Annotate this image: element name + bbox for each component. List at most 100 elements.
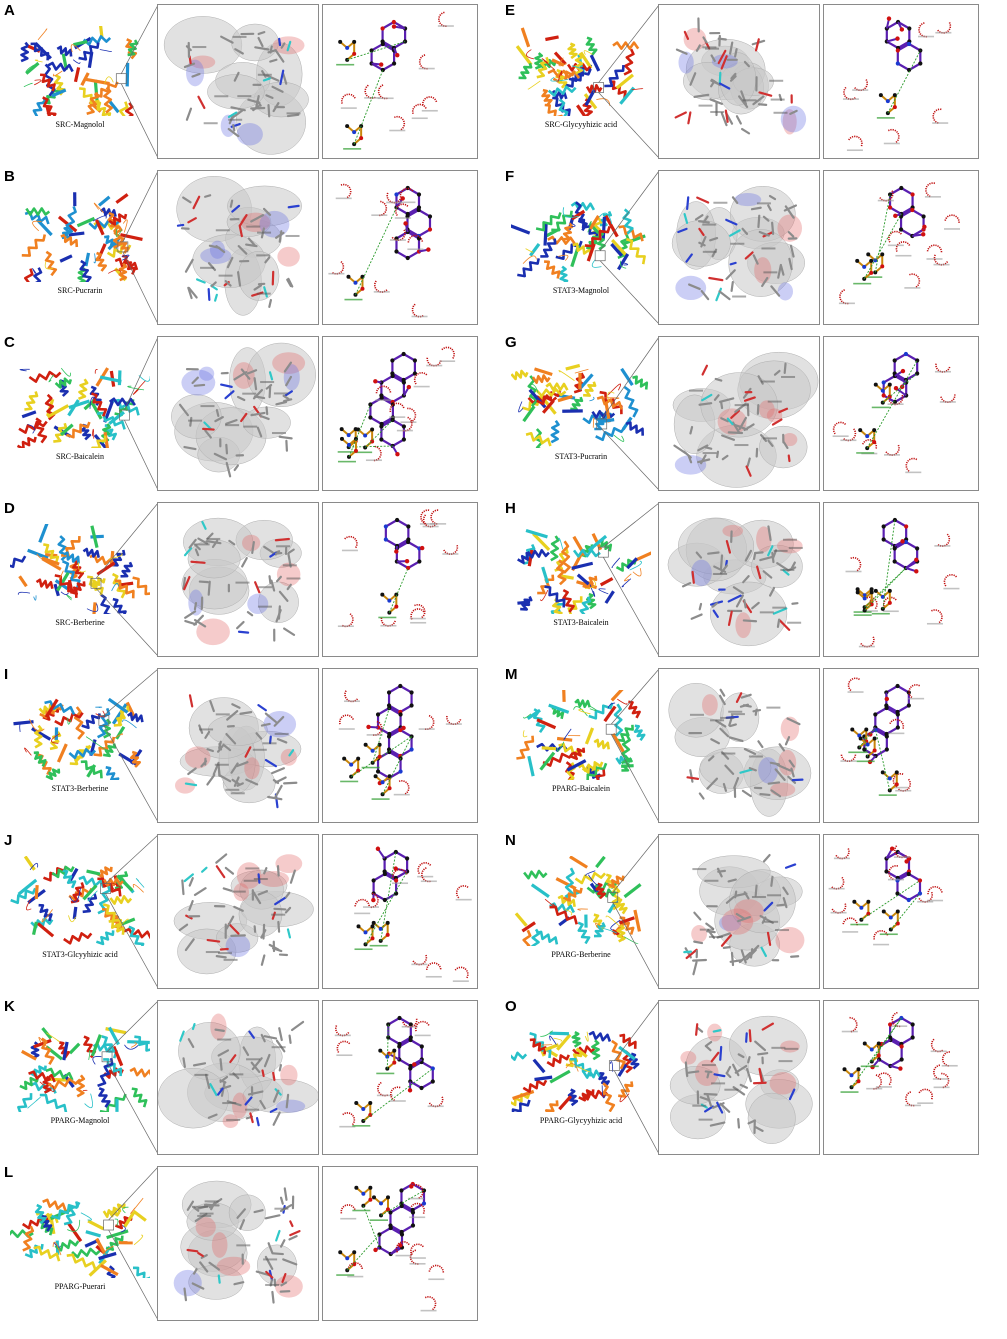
panel-letter: N [505, 832, 516, 849]
binding-pocket-surface [158, 1013, 318, 1129]
panel-letter: H [505, 500, 516, 517]
ligplot-diagram [337, 509, 459, 628]
panel-l: L PPARG-Puerari [0, 1164, 490, 1324]
panel-h: H STAT3-Baicalein [501, 500, 991, 660]
panel-letter: M [505, 666, 518, 683]
panel-k: K PPARG-Magnolol [0, 998, 490, 1158]
panel-n: N PPARG-Berberine [501, 832, 991, 992]
complex-caption: PPARG-Berberine [551, 950, 611, 959]
ligplot-diagram [845, 517, 960, 648]
complex-caption: SRC-Glycyyhizic acid [544, 120, 618, 129]
complex-caption: PPARG-Magnolol [50, 1116, 110, 1125]
binding-pocket-surface [163, 16, 309, 155]
protein-ribbon [17, 1026, 150, 1112]
complex-caption: SRC-Berberine [55, 618, 105, 627]
panel-f: F STAT3-Magnolol [501, 168, 991, 328]
panel-e: E SRC-Glycyyhizic acid [501, 2, 991, 162]
complex-caption: PPARG-Baicalein [552, 784, 610, 793]
binding-pocket-3d [157, 668, 319, 823]
panel-letter: E [505, 2, 516, 19]
binding-pocket-3d [157, 4, 319, 159]
interaction-diagram-2d [823, 4, 979, 159]
binding-pocket-3d [157, 834, 319, 989]
protein-ribbon [10, 1197, 150, 1278]
protein-ribbon [13, 697, 144, 780]
binding-pocket-3d [157, 1000, 319, 1155]
ligplot-diagram [832, 351, 956, 474]
panel-letter: D [4, 500, 15, 517]
panel-letter: O [505, 998, 517, 1015]
ligplot-diagram [337, 346, 456, 463]
binding-pocket-surface [667, 517, 803, 647]
interaction-diagram-2d [322, 834, 478, 989]
interaction-diagram-2d [322, 1000, 478, 1155]
complex-caption: STAT3-Baicalein [553, 618, 609, 627]
interaction-diagram-2d [823, 834, 979, 989]
binding-pocket-surface [171, 342, 316, 478]
binding-pocket-surface [674, 17, 807, 135]
protein-ribbon [511, 201, 646, 282]
panel-letter: G [505, 334, 517, 351]
binding-pocket-surface [173, 853, 314, 975]
binding-pocket-surface [176, 176, 302, 316]
interaction-diagram-2d [322, 170, 478, 325]
panel-letter: C [4, 334, 15, 351]
panel-b: B SRC-Pucrarin [0, 168, 490, 328]
ligplot-diagram [328, 183, 433, 318]
protein-ribbon [10, 856, 150, 946]
panel-g: G STAT3-Pucrarin [501, 334, 991, 494]
panel-letter: F [505, 168, 515, 185]
binding-pocket-surface [669, 1015, 813, 1144]
panel-i: I STAT3-Berberine [0, 666, 490, 826]
ligplot-diagram [354, 846, 472, 982]
binding-pocket-3d [157, 336, 319, 491]
ligplot-diagram [828, 844, 944, 946]
complex-caption: STAT3-Berberine [51, 784, 109, 793]
complex-caption: PPARG-Glycyyhizic acid [539, 1116, 623, 1125]
binding-pocket-3d [658, 170, 820, 325]
panel-letter: J [4, 832, 13, 849]
panel-d: D SRC-Berberine [0, 500, 490, 660]
panel-m: M PPARG-Baicalein [501, 666, 991, 826]
interaction-diagram-2d [322, 668, 478, 823]
panel-j: J STAT3-Glcyyhizic acid [0, 832, 490, 992]
panel-letter: A [4, 2, 15, 19]
ligplot-diagram [336, 1181, 445, 1312]
protein-ribbon [515, 27, 644, 116]
ligplot-diagram [838, 182, 961, 305]
complex-caption: SRC-Baicalein [56, 452, 104, 461]
ligplot-diagram [840, 677, 925, 796]
ligplot-diagram [338, 683, 462, 800]
protein-ribbon [16, 367, 150, 448]
binding-pocket-surface [174, 694, 302, 809]
protein-ribbon [517, 528, 651, 614]
interaction-diagram-2d [322, 502, 478, 657]
binding-pocket-3d [658, 834, 820, 989]
interaction-diagram-2d [823, 170, 979, 325]
interaction-diagram-2d [322, 336, 478, 491]
panel-letter: B [4, 168, 15, 185]
binding-pocket-3d [658, 4, 820, 159]
binding-pocket-surface [173, 1180, 303, 1304]
binding-pocket-3d [157, 502, 319, 657]
binding-pocket-surface [181, 517, 302, 646]
protein-ribbon [511, 1030, 640, 1112]
complex-caption: PPARG-Puerari [54, 1282, 106, 1291]
binding-pocket-surface [671, 185, 805, 302]
binding-pocket-surface [668, 682, 812, 817]
binding-pocket-3d [658, 1000, 820, 1155]
ligplot-diagram [334, 1015, 444, 1128]
interaction-diagram-2d [823, 502, 979, 657]
panel-letter: K [4, 998, 15, 1015]
panel-letter: I [4, 666, 9, 683]
panel-letter: L [4, 1164, 14, 1181]
complex-caption: STAT3-Glcyyhizic acid [42, 950, 118, 959]
protein-ribbon [21, 192, 143, 282]
protein-ribbon [516, 690, 646, 780]
protein-ribbon [10, 524, 150, 614]
interaction-diagram-2d [322, 1166, 478, 1321]
complex-caption: STAT3-Pucrarin [554, 452, 608, 461]
protein-ribbon [514, 856, 642, 946]
binding-pocket-3d [658, 502, 820, 657]
ligplot-diagram [336, 11, 454, 150]
